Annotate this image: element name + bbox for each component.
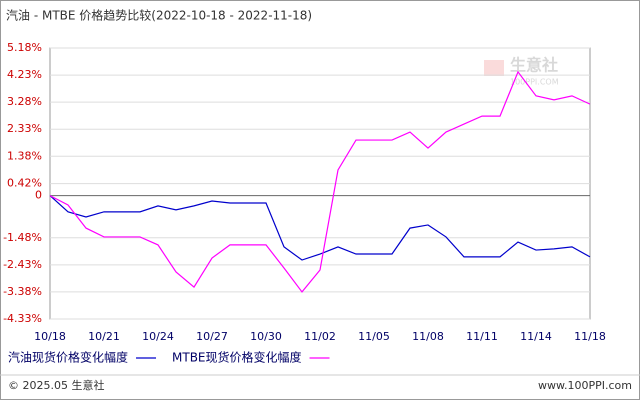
x-tick-label: 11/05 — [358, 330, 390, 343]
x-tick-label: 11/14 — [520, 330, 552, 343]
y-tick-label: -1.48% — [3, 231, 42, 244]
x-tick-label: 11/02 — [304, 330, 336, 343]
y-tick-label: -2.43% — [3, 258, 42, 271]
series-line — [49, 70, 591, 293]
x-tick-label: 11/08 — [412, 330, 444, 343]
watermark-url: 100PPI.COM — [510, 78, 559, 87]
watermark-text: 生意社 — [510, 56, 558, 75]
y-tick-label: 0.42% — [7, 177, 42, 190]
y-tick-label: -4.33% — [3, 312, 42, 325]
y-tick-label: 2.33% — [7, 122, 42, 135]
x-tick-label: 11/18 — [574, 330, 606, 343]
y-tick-label: 5.18% — [7, 41, 42, 54]
watermark: 生意社 100PPI.COM — [484, 56, 559, 87]
legend-label: 汽油现货价格变化幅度 — [8, 350, 128, 365]
watermark-logo — [484, 60, 504, 76]
y-tick-label: 4.23% — [7, 68, 42, 81]
footer-right: www.100PPI.com — [538, 379, 632, 392]
x-tick-label: 10/18 — [34, 330, 66, 343]
series-line — [49, 195, 591, 261]
y-tick-label: 1.38% — [7, 149, 42, 162]
legend-label: MTBE现货价格变化幅度 — [172, 350, 302, 365]
x-tick-label: 10/24 — [142, 330, 174, 343]
y-tick-label: 3.28% — [7, 95, 42, 108]
x-tick-label: 11/11 — [466, 330, 498, 343]
x-tick-label: 10/30 — [250, 330, 282, 343]
x-tick-label: 10/27 — [196, 330, 228, 343]
footer-left: © 2025.05 生意社 — [8, 378, 104, 392]
y-tick-label: -3.38% — [3, 285, 42, 298]
y-tick-label: 0 — [35, 189, 42, 202]
x-tick-label: 10/21 — [88, 330, 120, 343]
chart-title: 汽油 - MTBE 价格趋势比较(2022-10-18 - 2022-11-18… — [6, 8, 312, 23]
